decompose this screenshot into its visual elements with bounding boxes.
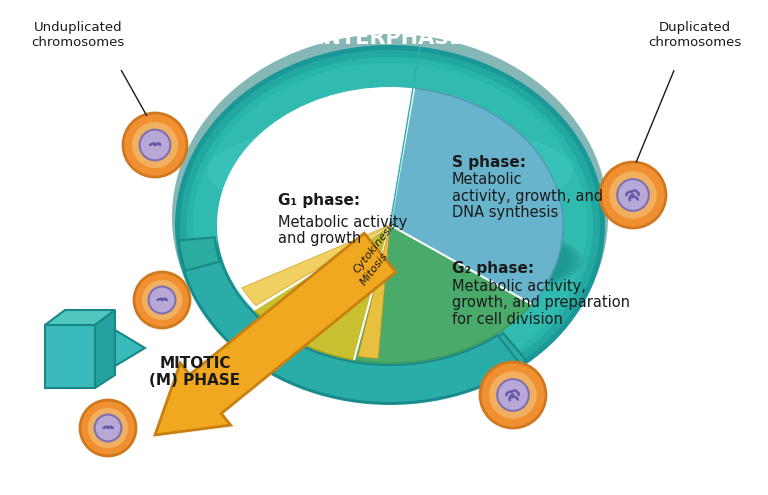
Text: G₁ phase:: G₁ phase: [278,193,360,207]
Circle shape [80,400,136,456]
Ellipse shape [207,216,573,306]
Ellipse shape [193,63,587,387]
Ellipse shape [172,34,608,400]
Polygon shape [253,88,563,363]
Text: DNA synthesis: DNA synthesis [452,204,558,219]
Circle shape [497,379,529,411]
Polygon shape [253,225,390,360]
Circle shape [88,408,128,448]
Circle shape [617,179,649,211]
Polygon shape [45,325,95,388]
Text: for cell division: for cell division [452,311,563,327]
Text: Mitosis: Mitosis [358,250,389,287]
Text: Metabolic activity,: Metabolic activity, [452,280,586,295]
Text: Duplicated
chromosomes: Duplicated chromosomes [648,21,742,49]
Polygon shape [184,261,521,403]
Ellipse shape [207,121,573,220]
Polygon shape [358,225,390,358]
Polygon shape [45,310,115,325]
Circle shape [140,130,170,160]
Polygon shape [155,233,396,435]
Ellipse shape [180,50,600,400]
Ellipse shape [204,216,576,306]
Circle shape [94,414,121,442]
Circle shape [600,162,666,228]
Circle shape [132,122,178,168]
Polygon shape [354,225,531,363]
Circle shape [134,272,190,328]
Text: growth, and preparation: growth, and preparation [452,296,630,310]
Text: activity, growth, and: activity, growth, and [452,189,603,203]
Text: G₂ phase:: G₂ phase: [452,260,534,276]
Circle shape [123,113,187,177]
Ellipse shape [200,216,580,306]
Polygon shape [179,237,526,402]
Ellipse shape [175,45,605,405]
Circle shape [142,280,182,320]
Ellipse shape [211,216,569,306]
Ellipse shape [187,57,593,393]
Text: Metabolic: Metabolic [452,172,523,188]
Circle shape [609,171,657,219]
Text: Cytokinesis: Cytokinesis [352,219,399,275]
Polygon shape [242,225,390,305]
Text: S phase:: S phase: [452,154,526,169]
Ellipse shape [197,216,584,306]
Polygon shape [390,88,563,304]
Ellipse shape [217,87,563,363]
Polygon shape [95,310,115,388]
Circle shape [148,287,175,313]
Polygon shape [115,330,145,366]
Text: and growth: and growth [278,231,361,246]
Text: Metabolic activity: Metabolic activity [278,214,407,230]
Circle shape [480,362,546,428]
Text: MITOTIC
(M) PHASE: MITOTIC (M) PHASE [150,356,240,388]
Circle shape [489,371,537,419]
Text: Unduplicated
chromosomes: Unduplicated chromosomes [31,21,124,49]
Text: INTERPHASE: INTERPHASE [316,28,464,48]
